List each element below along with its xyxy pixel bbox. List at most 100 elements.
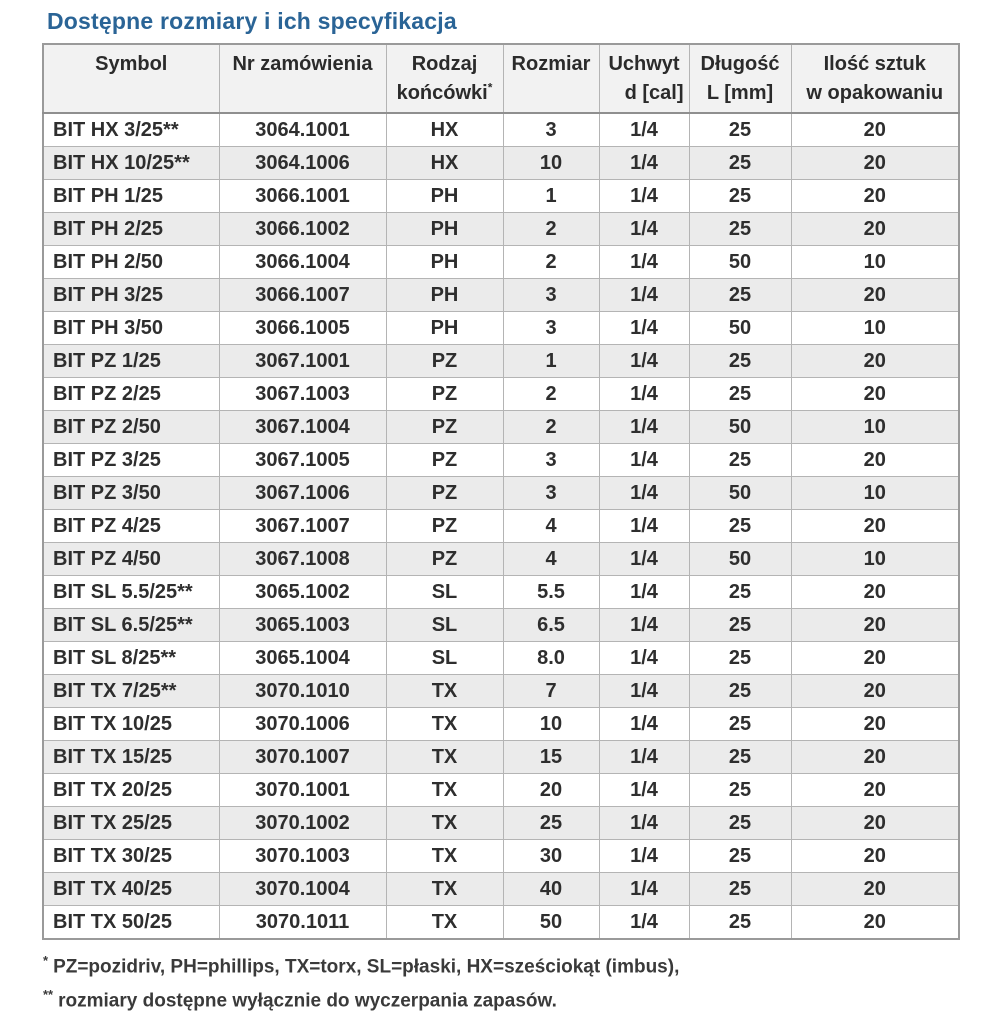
table-row: BIT PH 2/50 3066.1004 PH 2 1/4 50 10: [42, 245, 960, 279]
cell-order-number: 3064.1001: [218, 112, 387, 147]
cell-pack-quantity: 20: [790, 212, 960, 246]
cell-holder-d: 1/4: [598, 773, 690, 807]
cell-holder-d: 1/4: [598, 872, 690, 906]
column-header-symbol: Symbol: [42, 43, 220, 114]
cell-length-l: 25: [688, 212, 792, 246]
table-row: BIT HX 3/25** 3064.1001 HX 3 1/4 25 20: [42, 112, 960, 147]
table-header-row: Symbol Nr zamówienia Rodzaj końcówki* Rozmia…: [42, 43, 960, 114]
cell-order-number: 3067.1001: [218, 344, 387, 378]
cell-symbol: BIT PH 1/25: [42, 179, 220, 213]
footnote-availability: ** rozmiary dostępne wyłącznie do wyczerp…: [43, 981, 1000, 1015]
footnote-tip-types: * PZ=pozidriv, PH=phillips, TX=torx, SL=p…: [43, 947, 1000, 981]
cell-order-number: 3070.1006: [218, 707, 387, 741]
cell-order-number: 3066.1001: [218, 179, 387, 213]
cell-order-number: 3067.1006: [218, 476, 387, 510]
cell-size: 4: [502, 509, 600, 543]
cell-length-l: 25: [688, 641, 792, 675]
cell-tip-type: PZ: [385, 476, 504, 510]
cell-order-number: 3067.1004: [218, 410, 387, 444]
cell-order-number: 3065.1002: [218, 575, 387, 609]
cell-order-number: 3067.1007: [218, 509, 387, 543]
cell-pack-quantity: 10: [790, 245, 960, 279]
cell-order-number: 3070.1002: [218, 806, 387, 840]
cell-tip-type: PZ: [385, 443, 504, 477]
cell-size: 10: [502, 146, 600, 180]
cell-tip-type: TX: [385, 674, 504, 708]
cell-holder-d: 1/4: [598, 806, 690, 840]
cell-size: 2: [502, 410, 600, 444]
cell-symbol: BIT HX 10/25**: [42, 146, 220, 180]
table-row: BIT PZ 2/25 3067.1003 PZ 2 1/4 25 20: [42, 377, 960, 411]
table-row: BIT TX 30/25 3070.1003 TX 30 1/4 25 20: [42, 839, 960, 873]
cell-tip-type: PZ: [385, 377, 504, 411]
cell-pack-quantity: 20: [790, 674, 960, 708]
cell-size: 3: [502, 476, 600, 510]
cell-tip-type: TX: [385, 839, 504, 873]
cell-tip-type: PH: [385, 179, 504, 213]
cell-symbol: BIT TX 20/25: [42, 773, 220, 807]
cell-length-l: 25: [688, 575, 792, 609]
footnote-marker: *: [43, 953, 49, 968]
page-title: Dostępne rozmiary i ich specyfikacja: [47, 8, 457, 34]
cell-pack-quantity: 20: [790, 839, 960, 873]
cell-symbol: BIT TX 15/25: [42, 740, 220, 774]
cell-size: 50: [502, 905, 600, 940]
cell-pack-quantity: 20: [790, 641, 960, 675]
table-row: BIT PZ 4/50 3067.1008 PZ 4 1/4 50 10: [42, 542, 960, 576]
cell-holder-d: 1/4: [598, 575, 690, 609]
cell-order-number: 3066.1004: [218, 245, 387, 279]
cell-pack-quantity: 20: [790, 146, 960, 180]
table-row: BIT PH 3/25 3066.1007 PH 3 1/4 25 20: [42, 278, 960, 312]
cell-pack-quantity: 20: [790, 112, 960, 147]
cell-length-l: 25: [688, 344, 792, 378]
cell-pack-quantity: 20: [790, 707, 960, 741]
cell-pack-quantity: 10: [790, 311, 960, 345]
cell-tip-type: PH: [385, 212, 504, 246]
cell-length-l: 25: [688, 146, 792, 180]
table-row: BIT SL 8/25** 3065.1004 SL 8.0 1/4 25 20: [42, 641, 960, 675]
table-row: BIT PH 1/25 3066.1001 PH 1 1/4 25 20: [42, 179, 960, 213]
cell-length-l: 25: [688, 377, 792, 411]
cell-order-number: 3067.1003: [218, 377, 387, 411]
cell-symbol: BIT TX 10/25: [42, 707, 220, 741]
cell-length-l: 25: [688, 509, 792, 543]
cell-symbol: BIT PZ 3/50: [42, 476, 220, 510]
table-row: BIT PH 3/50 3066.1005 PH 3 1/4 50 10: [42, 311, 960, 345]
cell-symbol: BIT PH 3/50: [42, 311, 220, 345]
cell-size: 20: [502, 773, 600, 807]
cell-tip-type: TX: [385, 707, 504, 741]
cell-length-l: 25: [688, 674, 792, 708]
cell-tip-type: TX: [385, 905, 504, 940]
cell-size: 5.5: [502, 575, 600, 609]
cell-tip-type: PH: [385, 311, 504, 345]
cell-pack-quantity: 10: [790, 410, 960, 444]
cell-length-l: 25: [688, 773, 792, 807]
table-row: BIT PZ 1/25 3067.1001 PZ 1 1/4 25 20: [42, 344, 960, 378]
cell-size: 3: [502, 112, 600, 147]
cell-symbol: BIT SL 6.5/25**: [42, 608, 220, 642]
cell-pack-quantity: 20: [790, 773, 960, 807]
cell-holder-d: 1/4: [598, 410, 690, 444]
table-row: BIT TX 40/25 3070.1004 TX 40 1/4 25 20: [42, 872, 960, 906]
cell-tip-type: TX: [385, 740, 504, 774]
cell-order-number: 3070.1004: [218, 872, 387, 906]
cell-size: 2: [502, 212, 600, 246]
cell-symbol: BIT TX 50/25: [42, 905, 220, 940]
cell-order-number: 3070.1003: [218, 839, 387, 873]
cell-length-l: 50: [688, 311, 792, 345]
cell-holder-d: 1/4: [598, 377, 690, 411]
cell-symbol: BIT PZ 4/50: [42, 542, 220, 576]
cell-length-l: 25: [688, 112, 792, 147]
footnote-marker: **: [43, 987, 54, 1003]
cell-size: 7: [502, 674, 600, 708]
table-row: BIT TX 7/25** 3070.1010 TX 7 1/4 25 20: [42, 674, 960, 708]
footnote-text: rozmiary dostępne wyłącznie do wyczerpan…: [58, 990, 557, 1012]
cell-holder-d: 1/4: [598, 278, 690, 312]
cell-length-l: 50: [688, 410, 792, 444]
cell-order-number: 3067.1008: [218, 542, 387, 576]
cell-tip-type: PH: [385, 278, 504, 312]
cell-order-number: 3070.1011: [218, 905, 387, 940]
cell-holder-d: 1/4: [598, 344, 690, 378]
cell-size: 3: [502, 311, 600, 345]
